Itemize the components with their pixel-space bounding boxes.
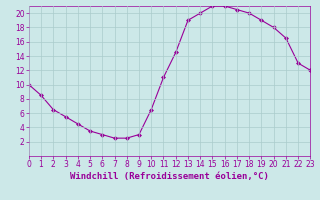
X-axis label: Windchill (Refroidissement éolien,°C): Windchill (Refroidissement éolien,°C) bbox=[70, 172, 269, 181]
